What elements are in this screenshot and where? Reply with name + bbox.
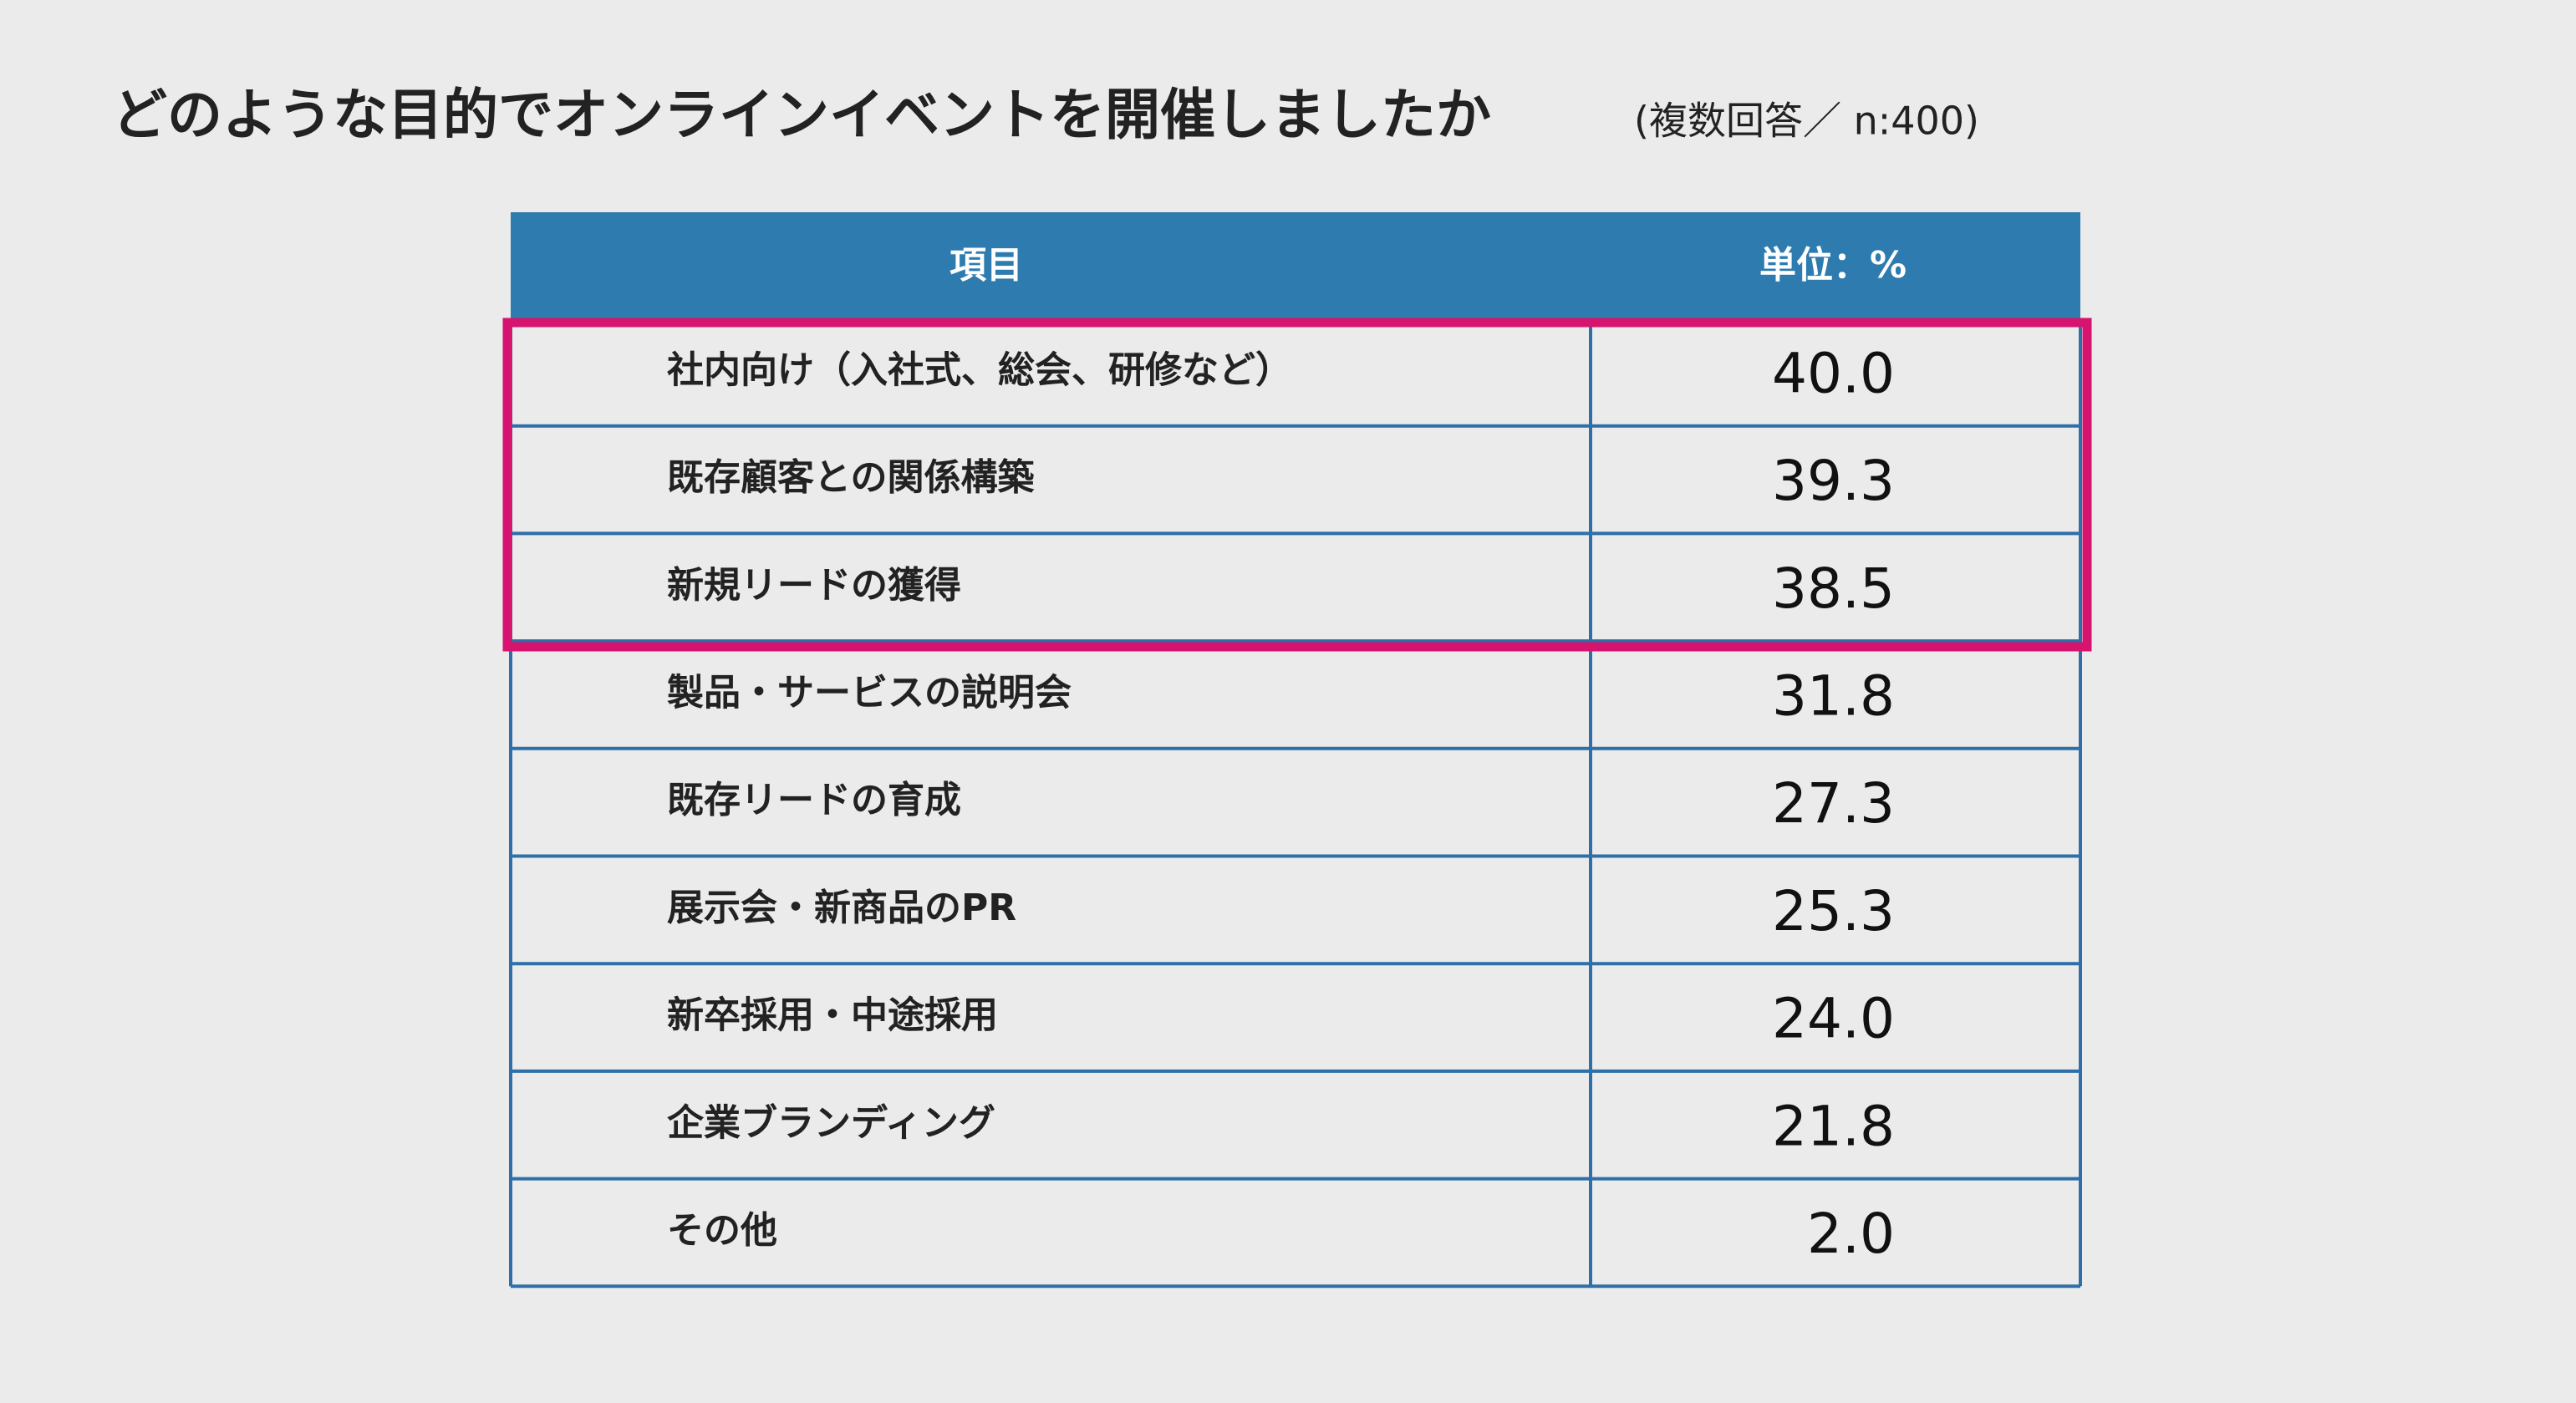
row-label: 新規リードの獲得: [667, 564, 961, 607]
row-value: 40.0: [1772, 341, 1895, 405]
row-value: 24.0: [1772, 987, 1895, 1051]
row-label: 企業ブランディング: [667, 1101, 995, 1144]
row-label: 展示会・新商品のPR: [667, 887, 1016, 929]
row-value: 25.3: [1772, 879, 1895, 943]
highlight-box: [502, 318, 2092, 652]
column-header: 項目: [949, 244, 1023, 287]
row-label: 新卒採用・中途採用: [667, 994, 998, 1037]
column-header: 単位：%: [1759, 244, 1907, 287]
row-label: 製品・サービスの説明会: [667, 671, 1072, 714]
row-value: 31.8: [1772, 664, 1895, 729]
table-body: 社内向け（入社式、総会、研修など） 40.0 既存顧客との関係構築 39.3 新規リード…: [509, 318, 2082, 1289]
row-value: 21.8: [1772, 1094, 1895, 1158]
title: どのような目的でオンラインイベントを開催しましたか: [112, 83, 1491, 147]
row-label: その他: [667, 1209, 777, 1252]
subtitle: (複数回答／ n:400): [1634, 99, 1979, 144]
row-label: 既存顧客との関係構築: [667, 456, 1036, 499]
row-label: 既存リードの育成: [667, 779, 961, 821]
row-value: 38.5: [1772, 557, 1895, 621]
row-label: 社内向け（入社式、総会、研修など）: [667, 348, 1292, 391]
table-header: [511, 212, 2080, 318]
row-value: 39.3: [1772, 449, 1895, 513]
row-value: 2.0: [1807, 1202, 1895, 1266]
row-value: 27.3: [1772, 771, 1895, 836]
